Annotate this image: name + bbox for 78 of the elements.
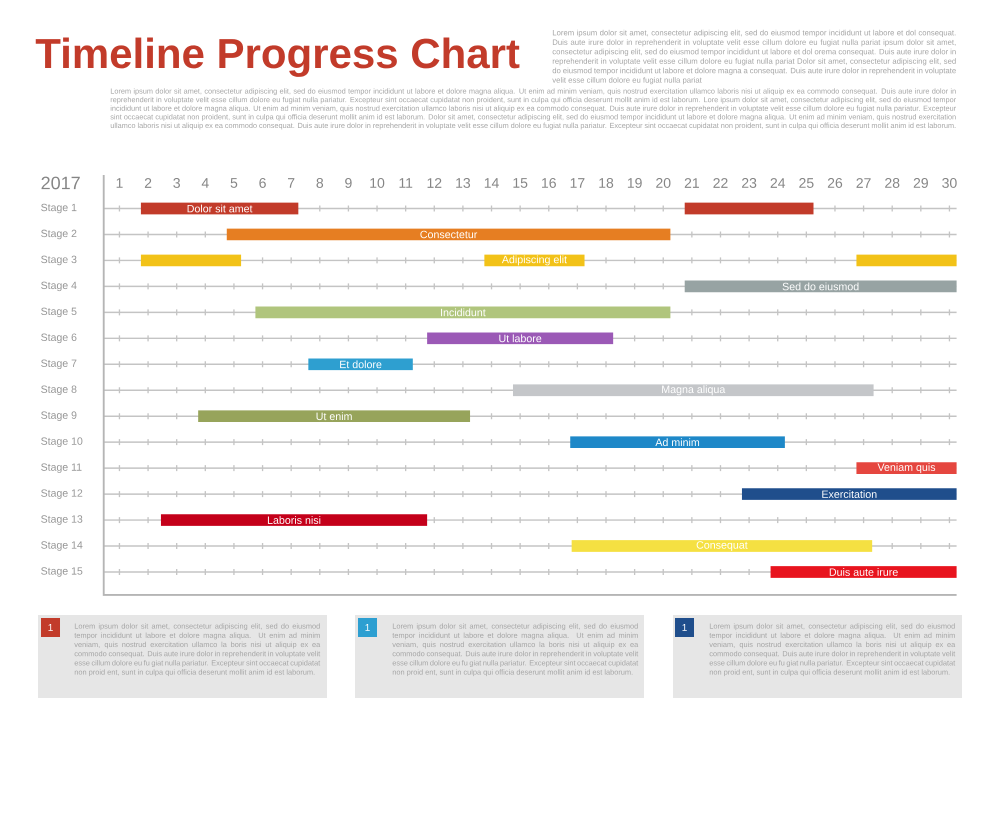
y-tick-label: Stage 10 xyxy=(41,437,82,447)
x-tick-label: 7 xyxy=(288,178,294,188)
text: 1 xyxy=(365,624,370,631)
y-tick-label: Stage 4 xyxy=(41,282,77,292)
x-tick-label: 10 xyxy=(370,178,384,188)
x-tick-label: 20 xyxy=(656,178,670,188)
x-tick-label: 30 xyxy=(942,178,957,188)
x-tick-label: 2 xyxy=(144,178,152,188)
bar xyxy=(308,358,413,370)
x-tick-label: 8 xyxy=(316,178,324,188)
data-label: Consectetur xyxy=(420,230,478,238)
x-tick-label: 16 xyxy=(542,178,556,188)
text: 1 xyxy=(682,624,687,631)
x-tick-label: 29 xyxy=(914,178,928,188)
bar xyxy=(856,254,957,266)
x-tick-label: 18 xyxy=(599,178,614,188)
data-label: Ad minim xyxy=(655,438,700,446)
x-tick-label: 15 xyxy=(513,178,528,188)
data-label: Et dolore xyxy=(340,360,382,368)
y-tick-label: Stage 12 xyxy=(41,489,82,499)
bar xyxy=(684,280,957,292)
x-tick-label: 6 xyxy=(259,178,266,188)
y-tick-label: Stage 7 xyxy=(41,360,76,370)
y-tick-label: Stage 15 xyxy=(41,567,82,577)
data-label: Consequat xyxy=(696,541,748,551)
bar xyxy=(572,540,872,552)
bar xyxy=(427,332,614,344)
x-tick-label: 24 xyxy=(770,178,786,188)
data-label: Duis aute irure xyxy=(830,568,898,576)
y-tick-label: Stage 1 xyxy=(41,204,76,214)
bar xyxy=(255,306,670,318)
data-label: Sed do eiusmod xyxy=(782,282,858,290)
x-tick-label: 13 xyxy=(456,178,470,188)
y-tick-label: Stage 14 xyxy=(41,541,82,551)
bar xyxy=(512,384,874,396)
bar xyxy=(770,566,957,578)
y-tick-label: Stage 5 xyxy=(41,308,76,318)
x-axis-title: 2017 xyxy=(42,176,80,190)
x-tick-label: 11 xyxy=(399,178,412,188)
data-label: Incididunt xyxy=(441,308,486,316)
x-tick-label: 19 xyxy=(628,178,642,188)
data-label: Laboris nisi xyxy=(268,516,320,524)
y-tick-label: Stage 2 xyxy=(41,230,76,240)
x-tick-label: 27 xyxy=(856,178,871,188)
x-tick-label: 28 xyxy=(885,178,900,188)
bar xyxy=(742,488,957,500)
y-tick-label: Stage 3 xyxy=(41,256,76,266)
data-label: Ut enim xyxy=(316,412,352,420)
x-tick-label: 26 xyxy=(828,178,842,188)
x-tick-label: 1 xyxy=(116,178,123,188)
data-label: Adipiscing elit xyxy=(502,255,567,266)
bar xyxy=(226,228,670,240)
x-tick-label: 22 xyxy=(713,178,728,188)
data-label: Exercitation xyxy=(822,490,876,498)
y-tick-label: Stage 9 xyxy=(41,411,76,421)
data-label: Magna aliqua xyxy=(662,385,726,396)
x-tick-label: 5 xyxy=(230,178,238,188)
bar xyxy=(198,410,470,422)
data-label: Ut labore xyxy=(499,334,542,342)
bar xyxy=(570,436,785,448)
data-label: Veniam quis xyxy=(878,463,936,474)
y-tick-label: Stage 13 xyxy=(41,515,82,525)
x-tick-label: 23 xyxy=(742,178,756,188)
y-tick-label: Stage 11 xyxy=(41,463,82,473)
data-label: Dolor sit amet xyxy=(188,204,252,212)
text: 1 xyxy=(48,624,53,631)
y-tick-label: Stage 8 xyxy=(41,385,76,396)
bar xyxy=(160,514,428,526)
x-tick-label: 21 xyxy=(684,178,699,188)
x-tick-label: 3 xyxy=(173,178,180,188)
x-tick-label: 25 xyxy=(799,178,814,188)
x-tick-label: 4 xyxy=(202,178,209,188)
x-tick-label: 9 xyxy=(345,178,352,188)
x-tick-label: 12 xyxy=(428,178,442,188)
chart-title: Timeline Progress Chart xyxy=(36,38,520,77)
x-tick-label: 17 xyxy=(570,178,584,188)
x-tick-label: 14 xyxy=(484,178,499,188)
y-tick-label: Stage 6 xyxy=(41,334,76,344)
